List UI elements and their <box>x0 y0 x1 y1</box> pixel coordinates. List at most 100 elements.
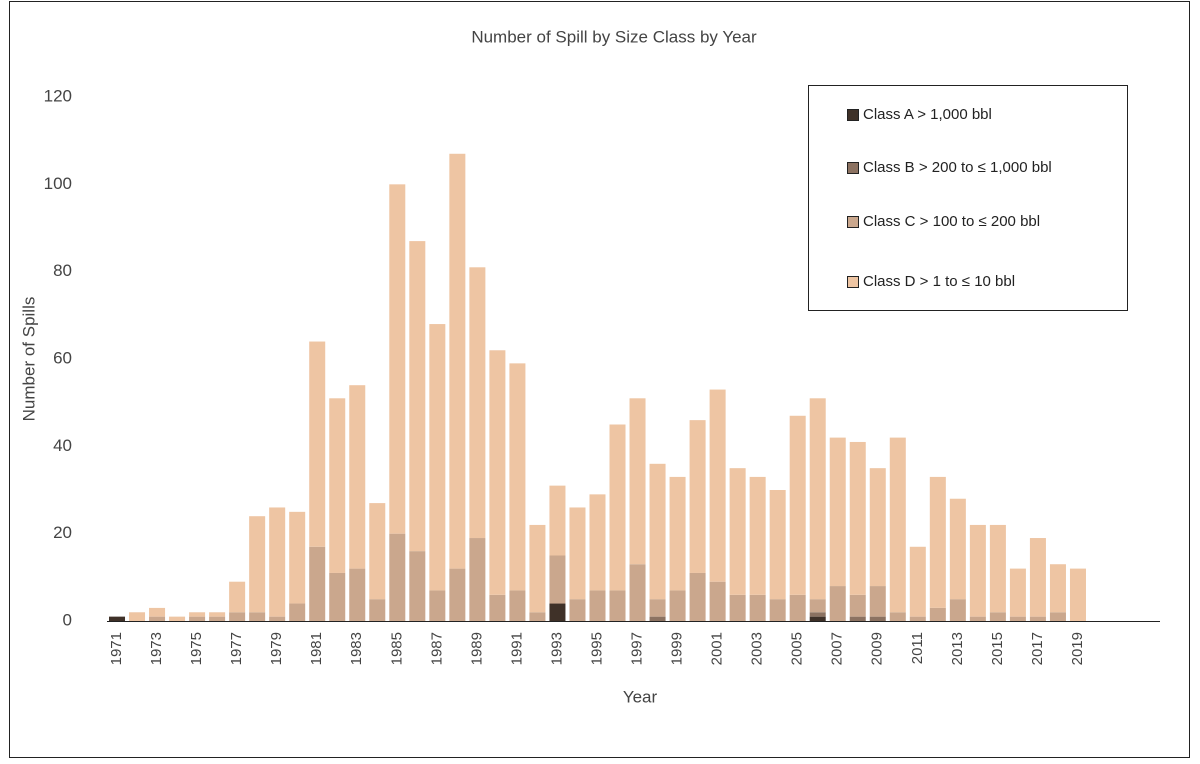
bar-segment <box>489 350 506 595</box>
bar-segment <box>1029 616 1046 621</box>
bar-segment <box>509 363 526 591</box>
bar-segment <box>869 468 886 587</box>
bar-segment <box>829 586 846 621</box>
bar-segment <box>429 324 446 591</box>
bar-segment <box>689 572 706 621</box>
bar-segment <box>889 437 906 613</box>
legend-label: Class D > 1 to ≤ 10 bbl <box>863 273 1015 290</box>
bar-segment <box>929 607 946 621</box>
bar-segment <box>609 424 626 591</box>
legend-swatch <box>847 216 859 228</box>
bar-segment <box>789 415 806 595</box>
bar-segment <box>629 564 646 621</box>
bar-segment <box>189 612 206 617</box>
bar-segment <box>669 590 686 621</box>
y-tick-label: 60 <box>53 348 72 367</box>
bar-segment <box>329 572 346 621</box>
bar-segment <box>709 389 726 582</box>
bar-segment <box>689 420 706 573</box>
bar-segment <box>549 485 566 556</box>
bar-segment <box>669 476 686 591</box>
bar-segment <box>809 398 826 600</box>
bar-segment <box>649 463 666 600</box>
x-tick-label: 1987 <box>428 632 445 665</box>
x-axis-label: Year <box>623 687 658 706</box>
y-tick-label: 80 <box>53 261 72 280</box>
bar-segment <box>969 616 986 621</box>
x-tick-label: 2003 <box>749 632 766 665</box>
bar-segment <box>889 612 906 621</box>
bar-segment <box>909 616 926 621</box>
bar-segment <box>1009 568 1026 617</box>
bar-segment <box>769 599 786 621</box>
bar-segment <box>189 616 206 621</box>
bar-segment <box>609 590 626 621</box>
bar-segment <box>409 551 426 621</box>
x-tick-label: 2001 <box>709 632 726 665</box>
x-tick-label: 1991 <box>508 632 525 665</box>
bar-segment <box>869 586 886 617</box>
x-tick-label: 1977 <box>228 632 245 665</box>
legend-label: Class A > 1,000 bbl <box>863 106 992 123</box>
bar-segment <box>989 612 1006 621</box>
bar-segment <box>849 441 866 595</box>
bar-segment <box>989 524 1006 613</box>
x-tick-label: 2011 <box>909 632 926 664</box>
x-tick-label: 1983 <box>348 632 365 665</box>
bar-segment <box>349 385 366 569</box>
bar-segment <box>469 538 486 621</box>
bar-segment <box>569 507 586 600</box>
x-tick-label: 2013 <box>949 632 966 665</box>
x-tick-label: 1975 <box>188 632 205 665</box>
y-axis-label: Number of Spills <box>19 297 38 422</box>
x-tick-label: 2005 <box>789 632 806 665</box>
bar-segment <box>309 546 326 621</box>
legend-swatch <box>847 162 859 174</box>
y-tick-label: 40 <box>53 436 72 455</box>
bar-segment <box>329 398 346 573</box>
x-tick-label: 1995 <box>588 632 605 665</box>
bar-segment <box>629 398 646 565</box>
bar-segment <box>1049 612 1066 621</box>
bar-segment <box>929 476 946 608</box>
bar-segment <box>229 581 246 613</box>
bar-segment <box>269 616 286 621</box>
bar-segment <box>349 568 366 621</box>
y-tick-label: 100 <box>44 174 72 193</box>
bar-segment <box>749 594 766 621</box>
y-tick-label: 20 <box>53 523 72 542</box>
bar-segment <box>129 612 146 621</box>
bar-segment <box>949 599 966 621</box>
bar-segment <box>729 594 746 621</box>
x-tick-label: 1973 <box>148 632 165 665</box>
legend-swatch <box>847 276 859 288</box>
bar-segment <box>1069 568 1086 621</box>
bar-segment <box>969 524 986 617</box>
bar-segment <box>529 524 546 613</box>
bar-segment <box>849 616 866 621</box>
bar-segment <box>409 241 426 552</box>
bar-segment <box>249 516 266 613</box>
bar-segment <box>229 612 246 621</box>
bar-segment <box>469 267 486 539</box>
bar-segment <box>1029 538 1046 617</box>
bar-segment <box>369 503 386 600</box>
bar-segment <box>429 590 446 621</box>
bar-segment <box>1049 564 1066 613</box>
bar-segment <box>589 494 606 591</box>
bar-segment <box>509 590 526 621</box>
legend-label: Class B > 200 to ≤ 1,000 bbl <box>863 159 1052 176</box>
bar-segment <box>269 507 286 617</box>
y-tick-label: 0 <box>63 610 72 629</box>
bar-segment <box>549 555 566 604</box>
bar-segment <box>109 616 126 621</box>
bar-segment <box>149 607 166 617</box>
bar-segment <box>809 599 826 613</box>
chart-title: Number of Spill by Size Class by Year <box>471 27 757 46</box>
x-tick-label: 1989 <box>468 632 485 665</box>
bar-segment <box>809 616 826 621</box>
bar-segment <box>809 612 826 617</box>
bar-segment <box>529 612 546 621</box>
x-tick-label: 1981 <box>308 632 325 665</box>
